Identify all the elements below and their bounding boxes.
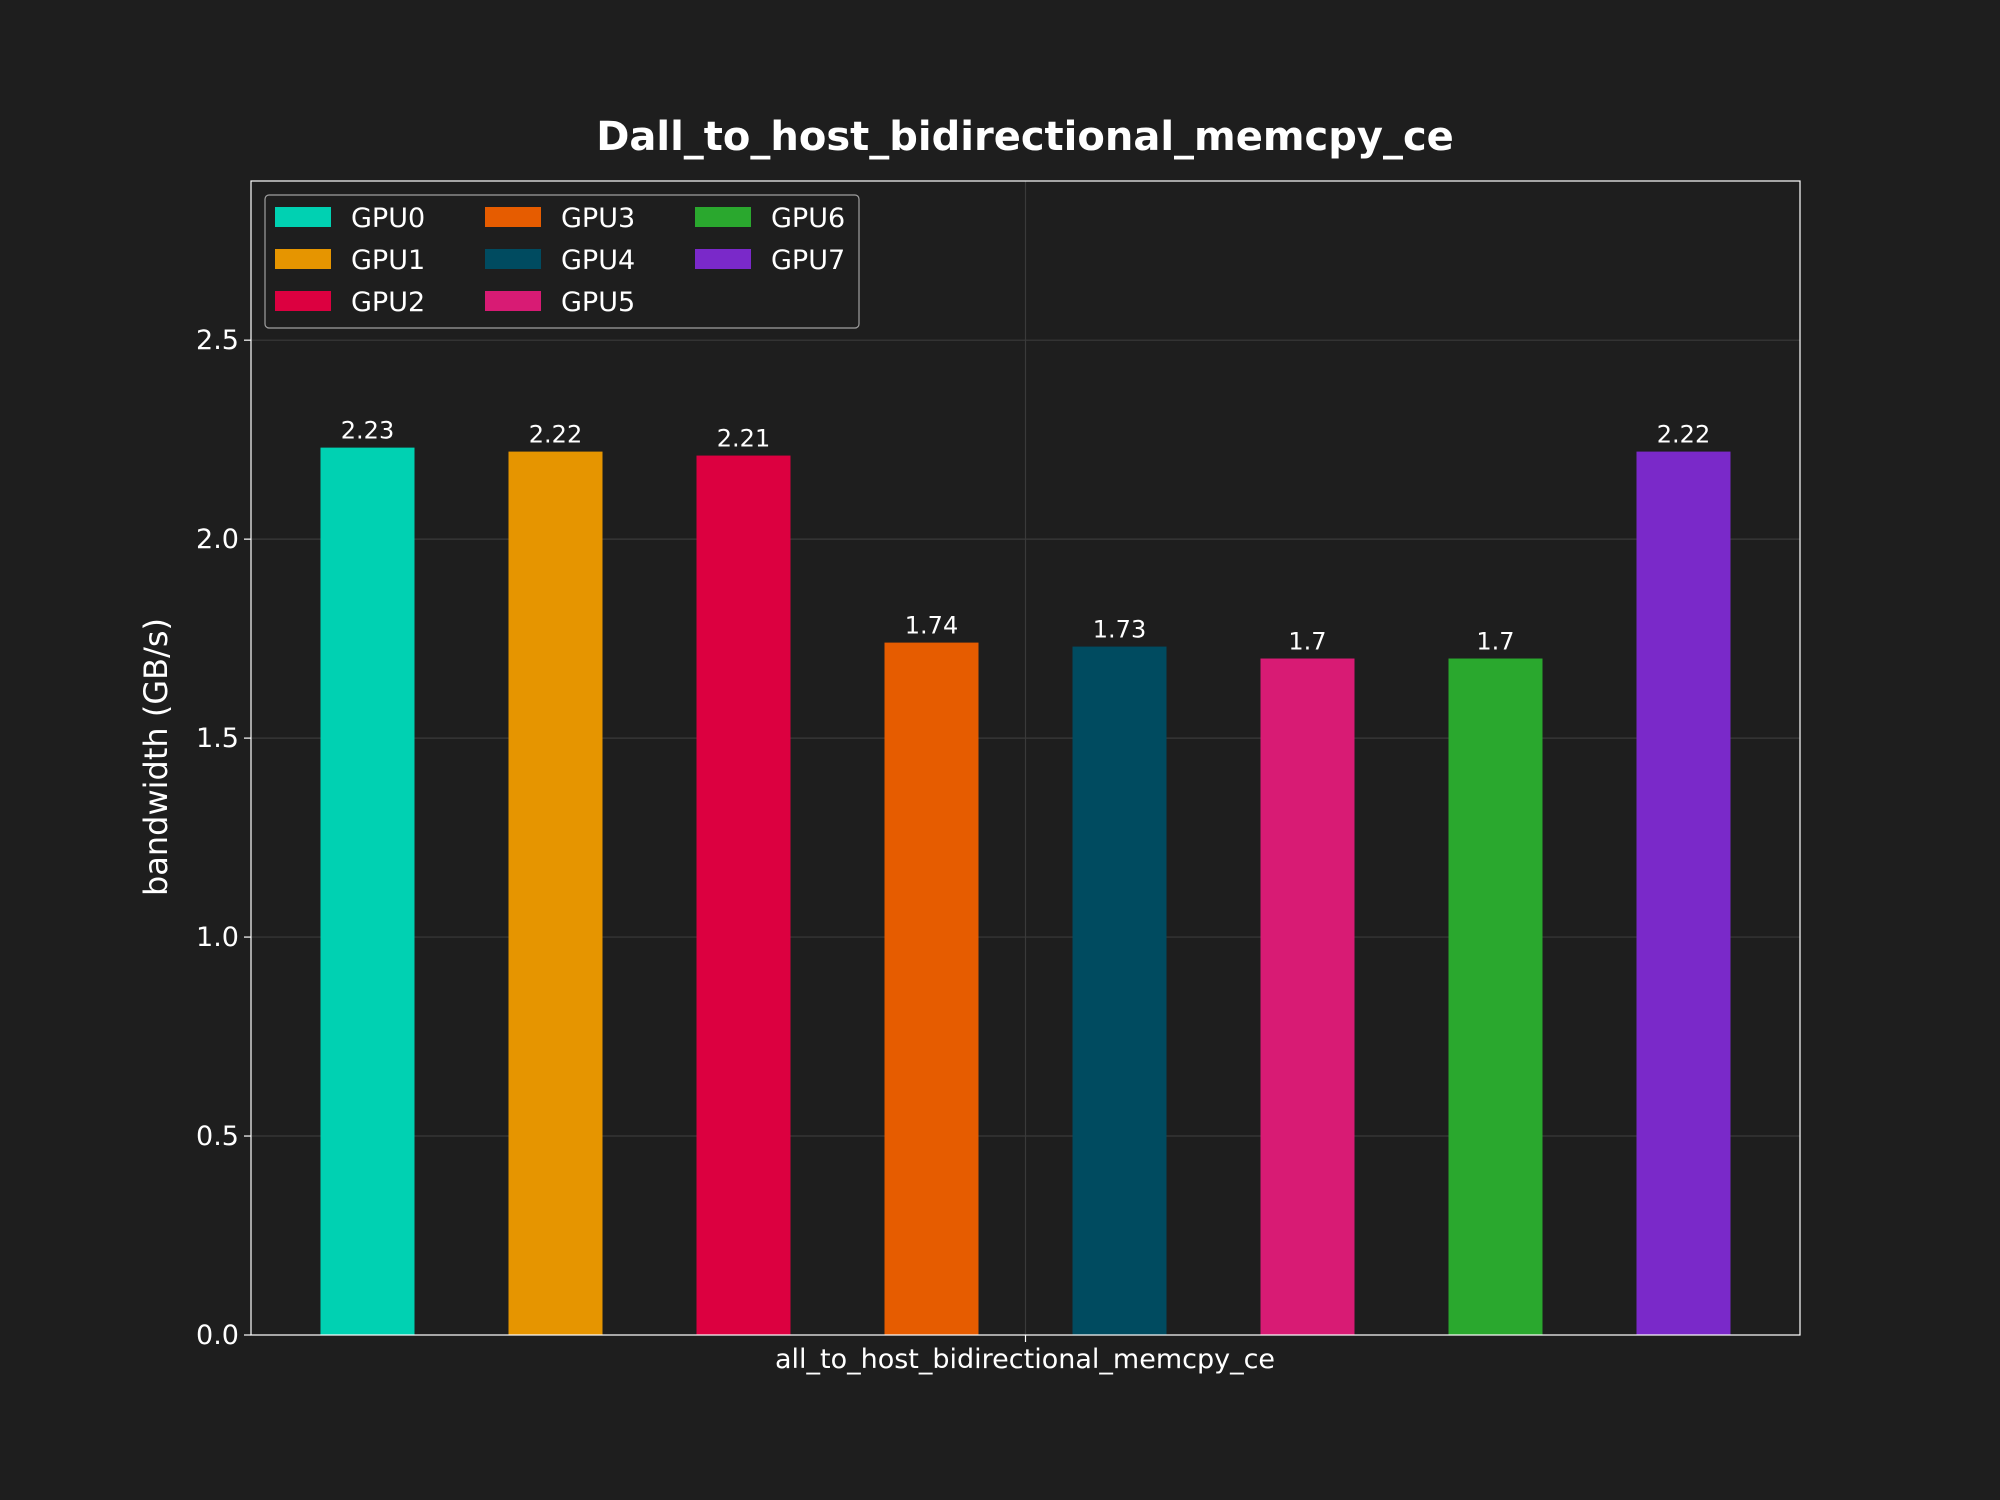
- bar-value-label: 2.22: [529, 421, 582, 449]
- legend-label-gpu3: GPU3: [561, 203, 635, 234]
- bar-gpu2: [696, 455, 791, 1336]
- legend: GPU0 GPU1 GPU2 GPU3 GPU4 GPU5 GPU6 GPU7: [264, 194, 860, 329]
- y-tick-label: 2.5: [196, 325, 239, 356]
- chart-title: Dall_to_host_bidirectional_memcpy_ce: [596, 114, 1454, 160]
- legend-swatch-gpu1: [275, 249, 331, 269]
- bar-gpu5: [1260, 658, 1355, 1335]
- bar-value-label: 1.74: [905, 612, 958, 640]
- bar-gpu1: [508, 451, 603, 1335]
- legend-box: [264, 194, 860, 329]
- legend-swatch-gpu3: [485, 207, 541, 227]
- bar-value-label: 1.7: [1288, 628, 1326, 656]
- bar-value-label: 2.21: [717, 425, 770, 453]
- y-tick-label: 2.0: [196, 524, 239, 555]
- y-axis-label: bandwidth (GB/s): [137, 618, 175, 896]
- legend-swatch-gpu6: [695, 207, 751, 227]
- y-axis: 0.0 0.5 1.0 1.5 2.0 2.5: [196, 325, 1027, 1351]
- bars: 2.23 2.22 2.21 1.74 1.73 1.7 1.7 2.22: [320, 417, 1731, 1336]
- bar-gpu0: [320, 447, 415, 1336]
- bar-gpu3: [884, 642, 979, 1335]
- legend-label-gpu7: GPU7: [771, 245, 845, 276]
- bar-gpu6: [1448, 658, 1543, 1335]
- bar-gpu7: [1636, 451, 1731, 1335]
- legend-label-gpu4: GPU4: [561, 245, 635, 276]
- y-tick-label: 1.5: [196, 723, 239, 754]
- bar-value-label: 2.22: [1657, 421, 1710, 449]
- y-tick-label: 0.0: [196, 1320, 239, 1351]
- x-category-label: all_to_host_bidirectional_memcpy_ce: [775, 1344, 1275, 1375]
- grid: [251, 181, 1800, 1336]
- bar-value-label: 1.7: [1476, 628, 1514, 656]
- legend-label-gpu6: GPU6: [771, 203, 845, 234]
- legend-swatch-gpu2: [275, 291, 331, 311]
- legend-label-gpu0: GPU0: [351, 203, 425, 234]
- bar-gpu4: [1072, 646, 1167, 1335]
- legend-swatch-gpu0: [275, 207, 331, 227]
- y-tick-label: 1.0: [196, 922, 239, 953]
- legend-label-gpu1: GPU1: [351, 245, 425, 276]
- legend-label-gpu2: GPU2: [351, 287, 425, 318]
- legend-swatch-gpu4: [485, 249, 541, 269]
- legend-label-gpu5: GPU5: [561, 287, 635, 318]
- y-tick-label: 0.5: [196, 1121, 239, 1152]
- legend-swatch-gpu5: [485, 291, 541, 311]
- bar-value-label: 1.73: [1093, 616, 1146, 644]
- bar-value-label: 2.23: [341, 417, 394, 445]
- legend-swatch-gpu7: [695, 249, 751, 269]
